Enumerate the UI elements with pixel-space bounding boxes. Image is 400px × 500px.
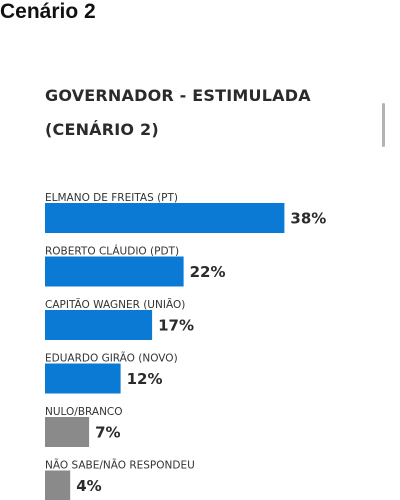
category-label: CAPITÃO WAGNER (UNIÃO) bbox=[45, 298, 185, 311]
value-label: 38% bbox=[290, 210, 326, 228]
bar-candidate bbox=[45, 256, 184, 287]
bar-candidate bbox=[45, 363, 121, 394]
chart-subtitle: (CENÁRIO 2) bbox=[45, 120, 159, 139]
category-label: ROBERTO CLÁUDIO (PDT) bbox=[45, 245, 179, 258]
category-label: NULO/BRANCO bbox=[45, 406, 123, 418]
category-label: NÃO SABE/NÃO RESPONDEU bbox=[45, 459, 195, 472]
page-heading: Cenário 2 bbox=[0, 0, 96, 23]
bar-chart: ELMANO DE FREITAS (PT) 38% ROBERTO CLÁUDIO… bbox=[45, 192, 326, 500]
value-label: 17% bbox=[158, 317, 194, 335]
bar-candidate bbox=[45, 203, 285, 233]
vertical-scrollbar[interactable] bbox=[376, 60, 400, 500]
bar-candidate bbox=[45, 310, 153, 340]
category-label: ELMANO DE FREITAS (PT) bbox=[45, 192, 178, 204]
value-label: 7% bbox=[95, 424, 120, 442]
bar-other bbox=[45, 417, 90, 447]
category-label: EDUARDO GIRÃO (NOVO) bbox=[45, 352, 178, 365]
value-label: 4% bbox=[76, 477, 101, 495]
scrollbar-thumb[interactable] bbox=[382, 103, 385, 147]
chart-title: GOVERNADOR - ESTIMULADA bbox=[45, 86, 311, 105]
value-label: 12% bbox=[127, 370, 163, 388]
bar-other bbox=[45, 470, 71, 500]
value-label: 22% bbox=[190, 263, 226, 281]
